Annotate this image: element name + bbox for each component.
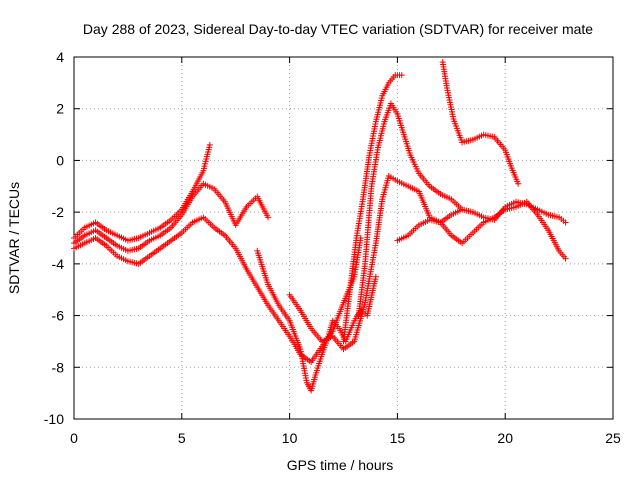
series-pass-1 bbox=[71, 141, 213, 244]
x-tick-label: 10 bbox=[282, 430, 298, 446]
data-point bbox=[562, 255, 569, 262]
grid bbox=[74, 57, 613, 419]
y-tick-label: -8 bbox=[52, 359, 65, 375]
x-tick-label: 0 bbox=[70, 430, 78, 446]
y-tick-label: -2 bbox=[52, 204, 65, 220]
series-pass-3 bbox=[71, 214, 364, 366]
data-points bbox=[71, 59, 569, 394]
y-tick-labels: -10 -8 -6 -4 -2 0 2 4 bbox=[44, 49, 64, 427]
chart-title: Day 288 of 2023, Sidereal Day-to-day VTE… bbox=[83, 21, 593, 37]
data-point bbox=[459, 206, 466, 213]
y-axis-title: SDTVAR / TECUs bbox=[6, 182, 22, 294]
series-pass-4 bbox=[254, 247, 379, 394]
series-pass-7 bbox=[340, 72, 405, 345]
plot-frame bbox=[73, 56, 614, 420]
y-tick-label: 0 bbox=[56, 152, 64, 168]
x-tick-labels: 0 5 10 15 20 25 bbox=[70, 430, 621, 446]
x-tick-label: 25 bbox=[605, 430, 621, 446]
x-tick-label: 15 bbox=[390, 430, 406, 446]
y-tick-label: -10 bbox=[44, 411, 64, 427]
data-point bbox=[398, 72, 405, 79]
axis-ticks bbox=[73, 56, 614, 420]
series-pass-2 bbox=[71, 180, 272, 254]
series-pass-6 bbox=[355, 100, 466, 319]
data-point bbox=[206, 141, 213, 148]
data-point bbox=[562, 219, 569, 226]
series-pass-5 bbox=[286, 172, 569, 353]
data-point bbox=[265, 214, 272, 221]
data-point bbox=[515, 180, 522, 187]
series-pass-9 bbox=[439, 59, 522, 187]
y-tick-label: 4 bbox=[56, 49, 64, 65]
y-tick-label: -4 bbox=[52, 256, 65, 272]
data-point bbox=[372, 273, 379, 280]
x-tick-label: 20 bbox=[497, 430, 513, 446]
series-pass-8 bbox=[394, 198, 569, 262]
x-tick-label: 5 bbox=[178, 430, 186, 446]
y-tick-label: 2 bbox=[56, 101, 64, 117]
y-tick-label: -6 bbox=[52, 308, 65, 324]
x-axis-title: GPS time / hours bbox=[287, 457, 394, 473]
